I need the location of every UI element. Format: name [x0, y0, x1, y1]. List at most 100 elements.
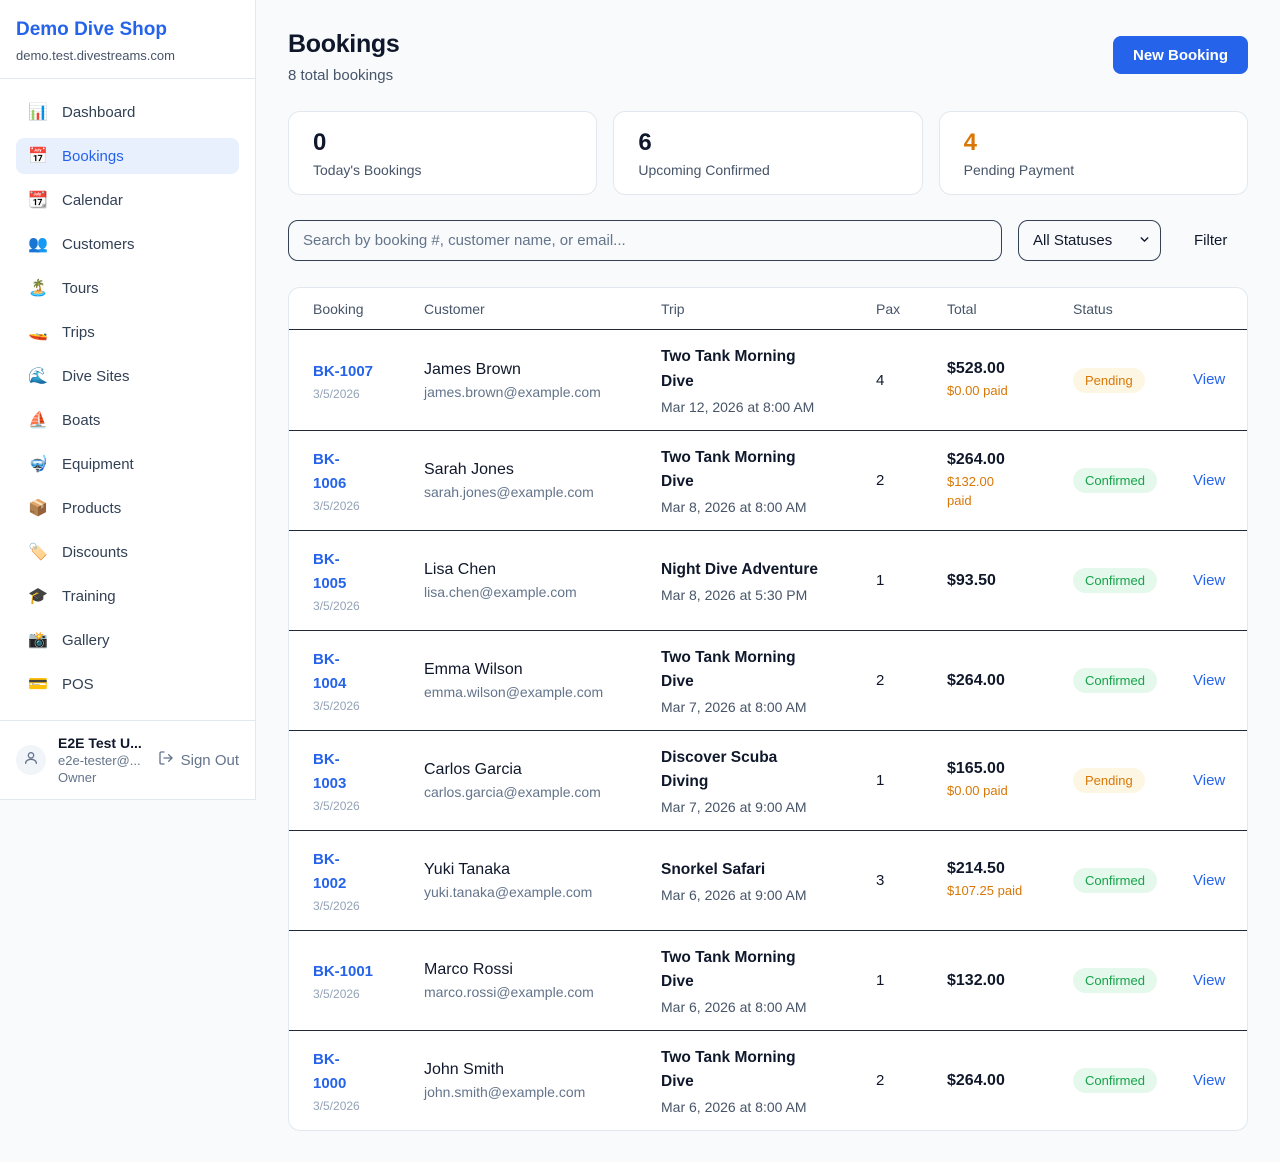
customer-email: yuki.tanaka@example.com [424, 884, 593, 900]
booking-date: 3/5/2026 [313, 799, 360, 813]
trip-name: Two Tank Morning Dive [661, 448, 796, 490]
sidebar-item-label: Trips [62, 323, 95, 341]
booking-cell: BK- 1003 3/5/2026 [313, 748, 424, 813]
stat-card-todays-bookings: 0 Today's Bookings [288, 111, 598, 195]
table-header-row: Booking Customer Trip Pax Total Status [289, 288, 1247, 330]
view-link[interactable]: View [1193, 871, 1226, 889]
sidebar-item-gallery[interactable]: 📸 Gallery [16, 622, 239, 658]
trip-cell: Two Tank Morning Dive Mar 8, 2026 at 8:0… [661, 446, 876, 515]
sidebar-item-calendar[interactable]: 📆 Calendar [16, 182, 239, 218]
status-cell: Confirmed [1073, 1068, 1193, 1093]
sidebar-item-discounts[interactable]: 🏷️ Discounts [16, 534, 239, 570]
app-name[interactable]: Demo Dive Shop [16, 19, 167, 40]
trip-name: Two Tank Morning Dive [661, 948, 796, 990]
booking-cell: BK- 1006 3/5/2026 [313, 448, 424, 513]
user-icon [23, 750, 39, 771]
filter-button[interactable]: Filter [1194, 232, 1228, 249]
page-title-block: Bookings 8 total bookings [288, 30, 400, 84]
sidebar-item-dive-sites[interactable]: 🌊 Dive Sites [16, 358, 239, 394]
customer-cell: Marco Rossi marco.rossi@example.com [424, 961, 661, 1000]
user-role: Owner [58, 770, 97, 785]
tag-icon: 🏷️ [28, 544, 48, 561]
total-cell: $264.00 $132.00 paid [947, 451, 1073, 509]
sidebar-item-label: Dive Sites [62, 367, 130, 385]
sidebar-nav: 📊 Dashboard 📅 Bookings 📆 Calendar 👥 Cust… [0, 79, 255, 725]
pax-value: 2 [876, 1072, 885, 1089]
view-link[interactable]: View [1193, 471, 1226, 489]
trip-datetime: Mar 6, 2026 at 9:00 AM [661, 887, 807, 903]
total-cell: $264.00 [947, 1072, 1073, 1090]
sign-out-label: Sign Out [180, 751, 239, 769]
booking-id-link[interactable]: BK- 1000 [313, 1051, 347, 1092]
table-body: BK-1007 3/5/2026 James Brown james.brown… [289, 330, 1247, 1130]
status-badge: Pending [1073, 367, 1145, 393]
sidebar-item-label: Calendar [62, 191, 123, 209]
sidebar-item-tours[interactable]: 🏝️ Tours [16, 270, 239, 306]
camera-icon: 📸 [28, 632, 48, 649]
view-link[interactable]: View [1193, 1071, 1226, 1089]
sidebar-item-pos[interactable]: 💳 POS [16, 666, 239, 702]
status-badge: Confirmed [1073, 568, 1157, 593]
trip-name: Two Tank Morning Dive [661, 348, 796, 390]
table-row: BK- 1002 3/5/2026 Yuki Tanaka yuki.tanak… [289, 830, 1247, 930]
total-amount: $93.50 [947, 571, 996, 589]
sidebar-item-label: Tours [62, 279, 99, 297]
search-input[interactable] [288, 220, 1002, 261]
trip-cell: Night Dive Adventure Mar 8, 2026 at 5:30… [661, 558, 876, 603]
customer-cell: Sarah Jones sarah.jones@example.com [424, 461, 661, 500]
status-cell: Confirmed [1073, 868, 1193, 893]
trip-cell: Discover Scuba Diving Mar 7, 2026 at 9:0… [661, 746, 876, 815]
customer-name: John Smith [424, 1061, 505, 1078]
booking-date: 3/5/2026 [313, 1099, 360, 1113]
trip-name: Night Dive Adventure [661, 560, 819, 578]
status-cell: Pending [1073, 367, 1193, 393]
view-link[interactable]: View [1193, 671, 1226, 689]
booking-cell: BK-1001 3/5/2026 [313, 960, 424, 1001]
new-booking-button[interactable]: New Booking [1112, 36, 1248, 74]
table-row: BK- 1005 3/5/2026 Lisa Chen lisa.chen@ex… [289, 530, 1247, 630]
table-row: BK-1007 3/5/2026 James Brown james.brown… [289, 330, 1247, 430]
trip-datetime: Mar 8, 2026 at 8:00 AM [661, 499, 807, 516]
sidebar-item-bookings[interactable]: 📅 Bookings [16, 138, 239, 174]
customer-cell: Emma Wilson emma.wilson@example.com [424, 661, 661, 700]
booking-id-link[interactable]: BK- 1005 [313, 551, 347, 592]
user-email: e2e-tester@... [58, 753, 141, 768]
sidebar-item-boats[interactable]: ⛵ Boats [16, 402, 239, 438]
view-link[interactable]: View [1193, 771, 1226, 789]
booking-id-link[interactable]: BK- 1003 [313, 751, 347, 792]
sidebar-item-customers[interactable]: 👥 Customers [16, 226, 239, 262]
booking-id-link[interactable]: BK-1001 [313, 963, 374, 980]
total-cell: $264.00 [947, 672, 1073, 690]
booking-date: 3/5/2026 [313, 599, 360, 613]
sidebar-item-label: Customers [62, 235, 135, 253]
trip-datetime: Mar 12, 2026 at 8:00 AM [661, 398, 815, 415]
trip-name: Discover Scuba Diving [661, 748, 778, 790]
booking-cell: BK-1007 3/5/2026 [313, 360, 424, 401]
sidebar-item-dashboard[interactable]: 📊 Dashboard [16, 94, 239, 130]
trip-name: Snorkel Safari [661, 860, 766, 878]
booking-id-link[interactable]: BK-1007 [313, 362, 374, 380]
customer-email: marco.rossi@example.com [424, 984, 594, 1000]
sidebar-item-products[interactable]: 📦 Products [16, 490, 239, 526]
view-link[interactable]: View [1193, 571, 1226, 589]
sidebar-item-equipment[interactable]: 🤿 Equipment [16, 446, 239, 482]
sign-out-button[interactable]: Sign Out [158, 750, 239, 770]
sidebar-item-training[interactable]: 🎓 Training [16, 578, 239, 614]
table-row: BK- 1000 3/5/2026 John Smith john.smith@… [289, 1030, 1247, 1130]
booking-id-link[interactable]: BK- 1004 [313, 651, 347, 692]
customer-email: sarah.jones@example.com [424, 484, 594, 500]
sidebar-item-label: Boats [62, 411, 101, 429]
main-content: Bookings 8 total bookings New Booking 0 … [256, 0, 1280, 1131]
view-link[interactable]: View [1193, 971, 1226, 989]
column-header-trip: Trip [661, 300, 685, 317]
status-select[interactable]: All Statuses [1018, 220, 1161, 261]
booking-id-link[interactable]: BK- 1006 [313, 451, 347, 492]
booking-date: 3/5/2026 [313, 899, 360, 913]
view-link[interactable]: View [1193, 371, 1226, 388]
pax-value: 1 [876, 572, 885, 589]
customer-cell: Yuki Tanaka yuki.tanaka@example.com [424, 861, 661, 900]
customer-email: john.smith@example.com [424, 1084, 586, 1100]
booking-id-link[interactable]: BK- 1002 [313, 851, 347, 892]
sidebar-item-trips[interactable]: 🚤 Trips [16, 314, 239, 350]
total-amount: $264.00 [947, 671, 1005, 689]
